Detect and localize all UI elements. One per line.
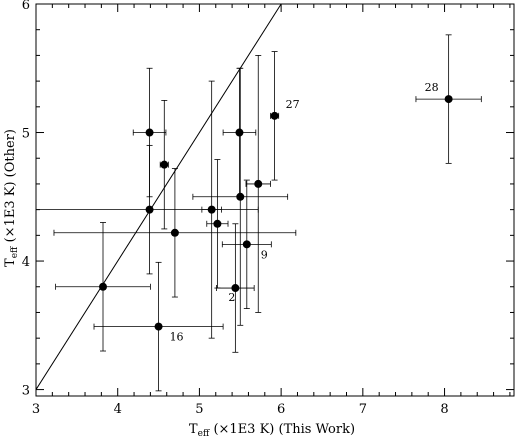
error-bar-layer bbox=[35, 34, 482, 392]
data-point bbox=[207, 205, 216, 214]
y-tick-label: 5 bbox=[22, 127, 30, 142]
data-point bbox=[154, 322, 163, 331]
point-label: 2 bbox=[228, 291, 235, 304]
x-tick-label: 4 bbox=[114, 402, 122, 417]
data-point bbox=[145, 128, 154, 137]
data-point bbox=[254, 179, 263, 188]
x-axis-label-sub: eff bbox=[198, 429, 210, 438]
point-label: 28 bbox=[425, 81, 439, 94]
point-label: 27 bbox=[286, 98, 300, 111]
tick-layer: 3 4 5 6 7 8 3 4 5 6 bbox=[22, 0, 514, 417]
x-tick-label: 7 bbox=[359, 402, 367, 417]
y-axis-label-rest: (×1E3 K) (Other) bbox=[3, 129, 18, 246]
x-axis-label: Teff (×1E3 K) (This Work) bbox=[189, 422, 355, 438]
point-label: 16 bbox=[170, 331, 184, 344]
x-tick-label: 5 bbox=[195, 402, 203, 417]
data-point bbox=[145, 205, 154, 214]
x-axis-label-rest: (×1E3 K) (This Work) bbox=[209, 422, 355, 437]
x-tick-label: 8 bbox=[440, 402, 448, 417]
data-point bbox=[231, 284, 240, 293]
plot-frame bbox=[35, 3, 515, 397]
y-axis-label: Teff (×1E3 K) (Other) bbox=[3, 129, 20, 267]
data-point bbox=[236, 192, 245, 201]
data-point bbox=[444, 95, 453, 104]
data-point bbox=[99, 282, 108, 291]
data-point bbox=[213, 219, 222, 228]
point-layer bbox=[99, 95, 453, 331]
point-label: 9 bbox=[261, 248, 268, 261]
data-point bbox=[170, 228, 179, 237]
y-axis-label-main: T bbox=[3, 258, 18, 267]
data-point bbox=[160, 160, 169, 169]
y-tick-label: 3 bbox=[22, 384, 30, 399]
x-tick-label: 6 bbox=[277, 402, 285, 417]
data-point bbox=[235, 128, 244, 137]
data-point bbox=[270, 111, 279, 120]
point-label-layer: 16 2 9 27 28 bbox=[170, 81, 439, 343]
data-point bbox=[242, 240, 251, 249]
y-tick-label: 4 bbox=[22, 255, 30, 270]
x-tick-label: 3 bbox=[32, 402, 40, 417]
y-tick-label: 6 bbox=[22, 0, 30, 13]
y-axis-label-sub: eff bbox=[10, 246, 20, 258]
x-axis-label-main: T bbox=[189, 422, 198, 437]
